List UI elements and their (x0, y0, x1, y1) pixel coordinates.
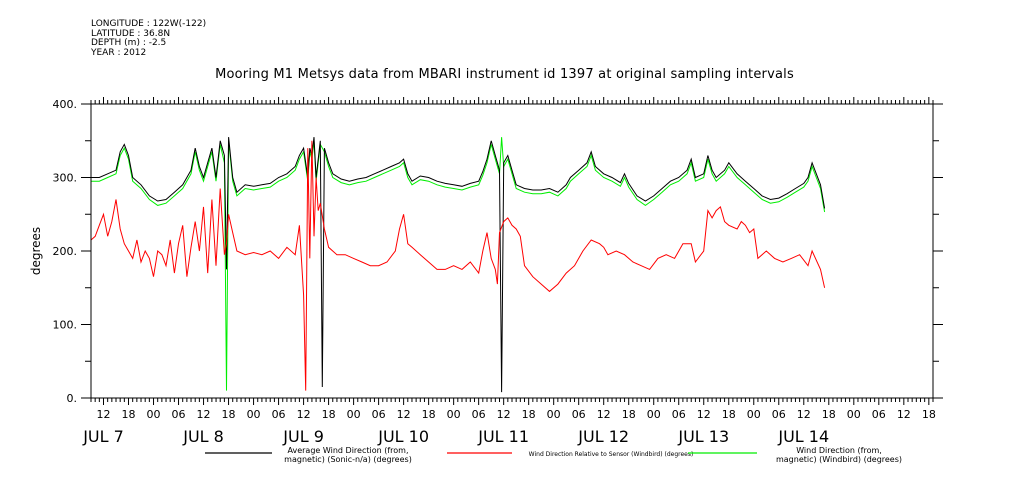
x-hour-label: 18 (922, 408, 936, 421)
x-hour-label: 06 (772, 408, 786, 421)
x-hour-label: 06 (472, 408, 486, 421)
x-hour-label: 18 (522, 408, 536, 421)
x-hour-label: 06 (372, 408, 386, 421)
metadata-block: LONGITUDE : 122W(-122) LATITUDE : 36.8N … (91, 19, 207, 58)
x-hour-label: 00 (247, 408, 261, 421)
legend-label-0: Average Wind Direction (from, (287, 446, 408, 455)
y-tick-label: 200. (53, 245, 78, 258)
x-hour-label: 18 (322, 408, 336, 421)
x-hour-label: 06 (872, 408, 886, 421)
y-axis-label: degrees (29, 227, 43, 275)
depth-label: DEPTH (m) : -2.5 (91, 38, 167, 49)
x-hour-label: 06 (172, 408, 186, 421)
x-hour-label: 18 (622, 408, 636, 421)
x-hour-label: 00 (347, 408, 361, 421)
x-hour-label: 18 (222, 408, 236, 421)
legend-label-2: magnetic) (Windbird) (degrees) (776, 455, 902, 464)
x-day-label: JUL 12 (577, 427, 629, 446)
x-hour-label: 12 (297, 408, 311, 421)
x-hour-label: 18 (822, 408, 836, 421)
x-day-label: JUL 11 (477, 427, 529, 446)
legend-label-2: Wind Direction (from, (796, 446, 882, 455)
y-tick-label: 300. (53, 172, 78, 185)
longitude-label: LONGITUDE : 122W(-122) (91, 19, 207, 29)
chart-title: Mooring M1 Metsys data from MBARI instru… (215, 67, 794, 82)
series-line-1 (91, 140, 826, 391)
x-hour-label: 12 (97, 408, 111, 421)
y-tick-label: 0. (67, 392, 78, 405)
x-day-label: JUL 14 (777, 427, 829, 446)
x-hour-label: 12 (697, 408, 711, 421)
series-line-0 (91, 137, 826, 393)
x-hour-label: 12 (797, 408, 811, 421)
x-hour-label: 12 (897, 408, 911, 421)
x-day-label: JUL 7 (82, 427, 124, 446)
x-day-label: JUL 9 (282, 427, 324, 446)
x-hour-label: 18 (122, 408, 136, 421)
x-hour-label: 12 (397, 408, 411, 421)
x-day-label: JUL 10 (377, 427, 429, 446)
x-hour-label: 12 (497, 408, 511, 421)
y-tick-label: 400. (53, 98, 78, 111)
x-day-label: JUL 8 (182, 427, 224, 446)
y-tick-label: 100. (53, 319, 78, 332)
x-hour-label: 06 (572, 408, 586, 421)
x-hour-label: 00 (547, 408, 561, 421)
x-hour-label: 00 (447, 408, 461, 421)
legend-label-0: magnetic) (Sonic-n/a) (degrees) (284, 455, 412, 464)
x-hour-label: 12 (597, 408, 611, 421)
x-hour-label: 06 (272, 408, 286, 421)
x-hour-label: 18 (422, 408, 436, 421)
x-hour-label: 12 (197, 408, 211, 421)
series-line-2 (91, 137, 826, 391)
x-hour-label: 00 (847, 408, 861, 421)
x-day-label: JUL 13 (677, 427, 729, 446)
x-hour-label: 00 (647, 408, 661, 421)
x-hour-label: 06 (672, 408, 686, 421)
x-hour-label: 00 (747, 408, 761, 421)
legend-label-1: Wind Direction Relative to Sensor (Windb… (529, 451, 694, 458)
x-hour-label: 00 (147, 408, 161, 421)
x-hour-label: 18 (722, 408, 736, 421)
latitude-label: LATITUDE : 36.8N (91, 28, 171, 39)
year-label: YEAR : 2012 (91, 47, 147, 58)
